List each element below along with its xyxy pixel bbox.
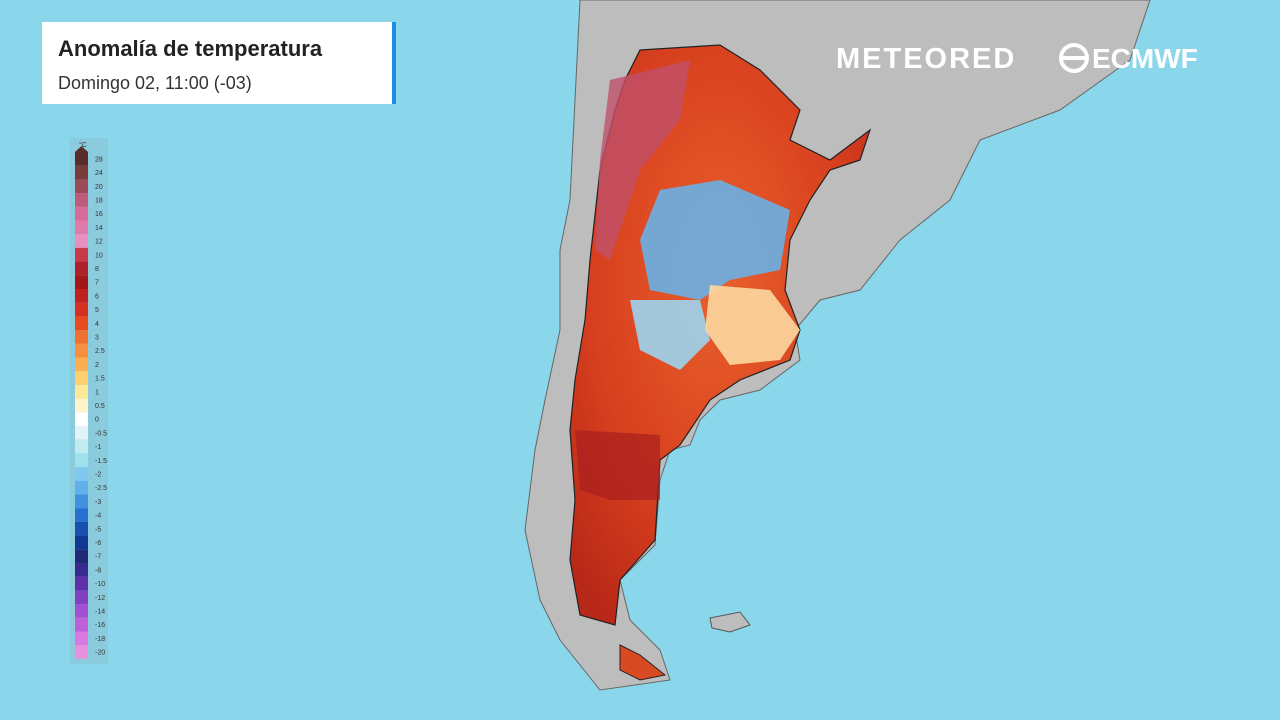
legend-label: 4 [95, 321, 99, 328]
legend-label: -20 [95, 650, 105, 657]
legend-swatch [75, 617, 88, 632]
legend-swatch [75, 371, 88, 385]
legend-swatch [75, 535, 88, 550]
legend-label: -1.5 [95, 458, 107, 465]
legend-label: 28 [95, 156, 103, 163]
legend-swatch [75, 261, 88, 276]
legend-label: -14 [95, 608, 105, 615]
legend-label: -4 [95, 513, 101, 520]
legend-swatch [75, 590, 88, 605]
legend-label: -3 [95, 499, 101, 506]
legend-label: 20 [95, 184, 103, 191]
legend-label: 12 [95, 239, 103, 246]
legend-swatch [75, 521, 88, 536]
legend-swatch [75, 631, 88, 646]
legend-swatch [75, 494, 88, 509]
legend-swatch [75, 302, 88, 317]
legend-swatch [75, 384, 88, 399]
legend-label: 0 [95, 417, 99, 424]
legend-swatch [75, 343, 88, 358]
legend-unit: °C [79, 141, 87, 149]
legend-swatch [75, 604, 88, 618]
tierra-del-fuego [619, 644, 667, 681]
neutral-anomaly [705, 285, 800, 365]
legend-label: -16 [95, 622, 105, 629]
legend-label: 18 [95, 197, 103, 204]
legend-label: 6 [95, 293, 99, 300]
legend-label: -2 [95, 471, 101, 478]
legend-label: -5 [95, 526, 101, 533]
legend-label: 14 [95, 225, 103, 232]
legend-swatch [75, 316, 88, 331]
legend-swatch [75, 234, 88, 248]
legend-swatch [75, 165, 88, 180]
legend-label: -10 [95, 581, 105, 588]
brand-ecmwf: ECMWF [1092, 43, 1198, 74]
legend-label: 3 [95, 334, 99, 341]
legend-label: -2.5 [95, 485, 107, 492]
legend-swatch [75, 330, 88, 344]
legend-label: -0.5 [95, 430, 107, 437]
legend-label: 5 [95, 307, 99, 314]
legend-swatch [75, 453, 88, 468]
legend-swatch [75, 179, 88, 194]
legend-label: 2.5 [95, 348, 105, 355]
legend-arrow [75, 146, 88, 152]
legend-label: -1 [95, 444, 101, 451]
legend-label: 1 [95, 389, 99, 396]
legend-swatch [75, 206, 88, 221]
legend-label: 1.5 [95, 376, 105, 383]
legend-swatch [75, 152, 88, 166]
legend-label: 10 [95, 252, 103, 259]
legend: °C 28 24 20 18 16 14 12 10 8 7 6 5 4 3 2.5 2 1.5 1 0.5 0 -0.… [70, 138, 108, 664]
subtitle: Domingo 02, 11:00 (-03) [58, 73, 252, 93]
legend-label: -7 [95, 554, 101, 561]
legend-swatch [75, 412, 88, 426]
legend-label: 24 [95, 170, 103, 177]
legend-swatch [75, 289, 88, 303]
legend-swatch [75, 357, 88, 372]
title-box [42, 22, 392, 104]
hot-anomaly [575, 430, 660, 500]
legend-swatch [75, 193, 88, 207]
title: Anomalía de temperatura [58, 36, 323, 61]
legend-label: 0.5 [95, 403, 105, 410]
legend-label: 16 [95, 211, 103, 218]
ecmwf-icon [1059, 43, 1089, 73]
legend-swatch [75, 480, 88, 495]
legend-label: 2 [95, 362, 99, 369]
legend-swatch [75, 645, 88, 659]
legend-swatch [75, 220, 88, 235]
legend-label: -6 [95, 540, 101, 547]
legend-label: -12 [95, 595, 105, 602]
legend-swatch [75, 247, 88, 262]
legend-label: -18 [95, 636, 105, 643]
brand-meteored: METEORED [836, 43, 1016, 75]
legend-swatch [75, 398, 88, 413]
hot-anomaly [595, 60, 690, 260]
cold-anomaly [630, 300, 710, 370]
legend-swatch [75, 563, 88, 577]
legend-swatch [75, 549, 88, 563]
cold-anomaly [640, 180, 790, 300]
title-accent [392, 22, 396, 104]
legend-swatch [75, 576, 88, 591]
falklands [709, 611, 751, 633]
legend-label: 8 [95, 266, 99, 273]
legend-swatch [75, 467, 88, 481]
legend-swatch [75, 426, 88, 440]
legend-swatch [75, 275, 88, 289]
legend-label: 7 [95, 280, 99, 287]
legend-swatch [75, 508, 88, 522]
legend-swatch [75, 439, 88, 454]
legend-label: -8 [95, 567, 101, 574]
